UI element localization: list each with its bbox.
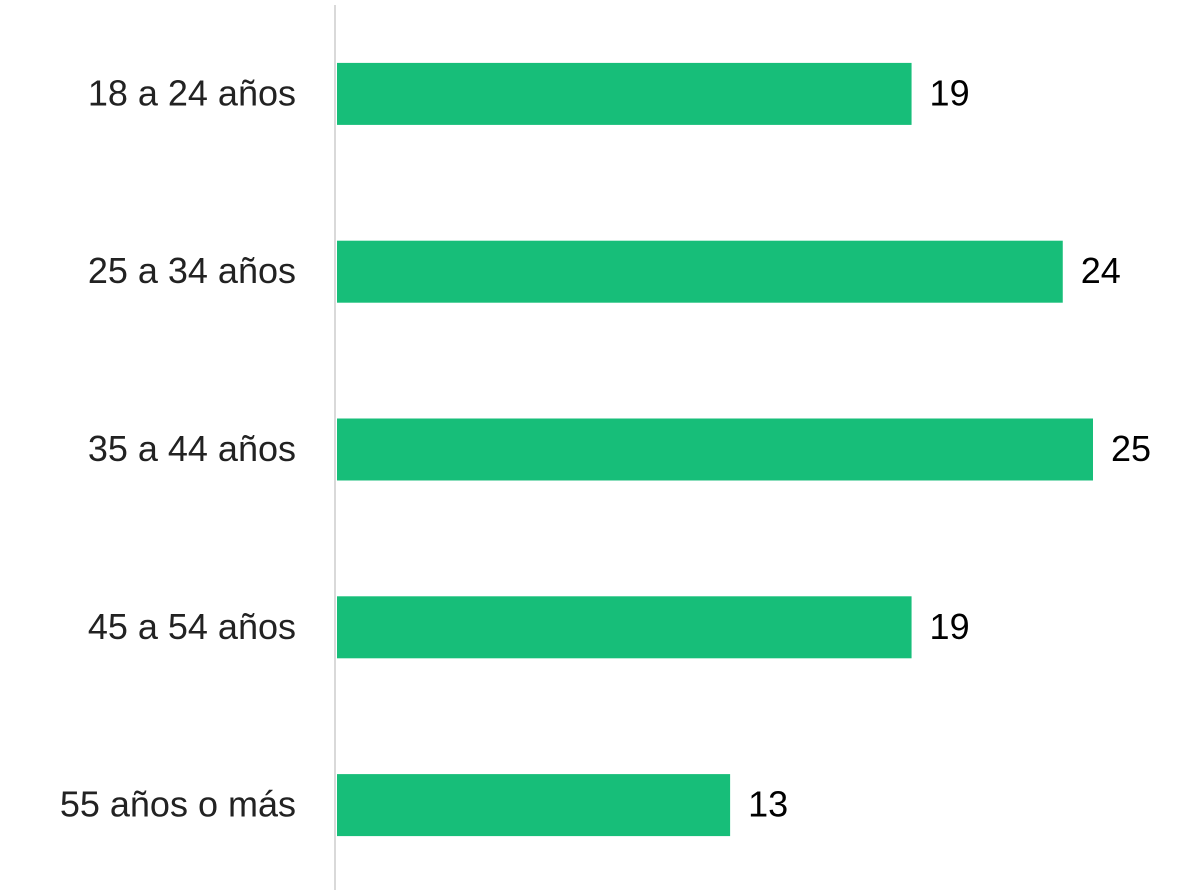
value-label: 13 [748, 784, 788, 825]
value-label: 19 [930, 606, 970, 647]
y-tick-label: 45 a 54 años [88, 606, 296, 647]
bar [337, 774, 731, 837]
bar [337, 240, 1063, 303]
value-label: 19 [930, 72, 970, 113]
y-tick-label: 35 a 44 años [88, 428, 296, 469]
bar [337, 418, 1093, 481]
value-label: 25 [1111, 428, 1151, 469]
bar [337, 596, 912, 659]
bar [337, 62, 912, 125]
y-tick-label: 25 a 34 años [88, 250, 296, 291]
y-tick-label: 55 años o más [60, 784, 296, 825]
y-tick-label: 18 a 24 años [88, 72, 296, 113]
value-label: 24 [1081, 250, 1121, 291]
